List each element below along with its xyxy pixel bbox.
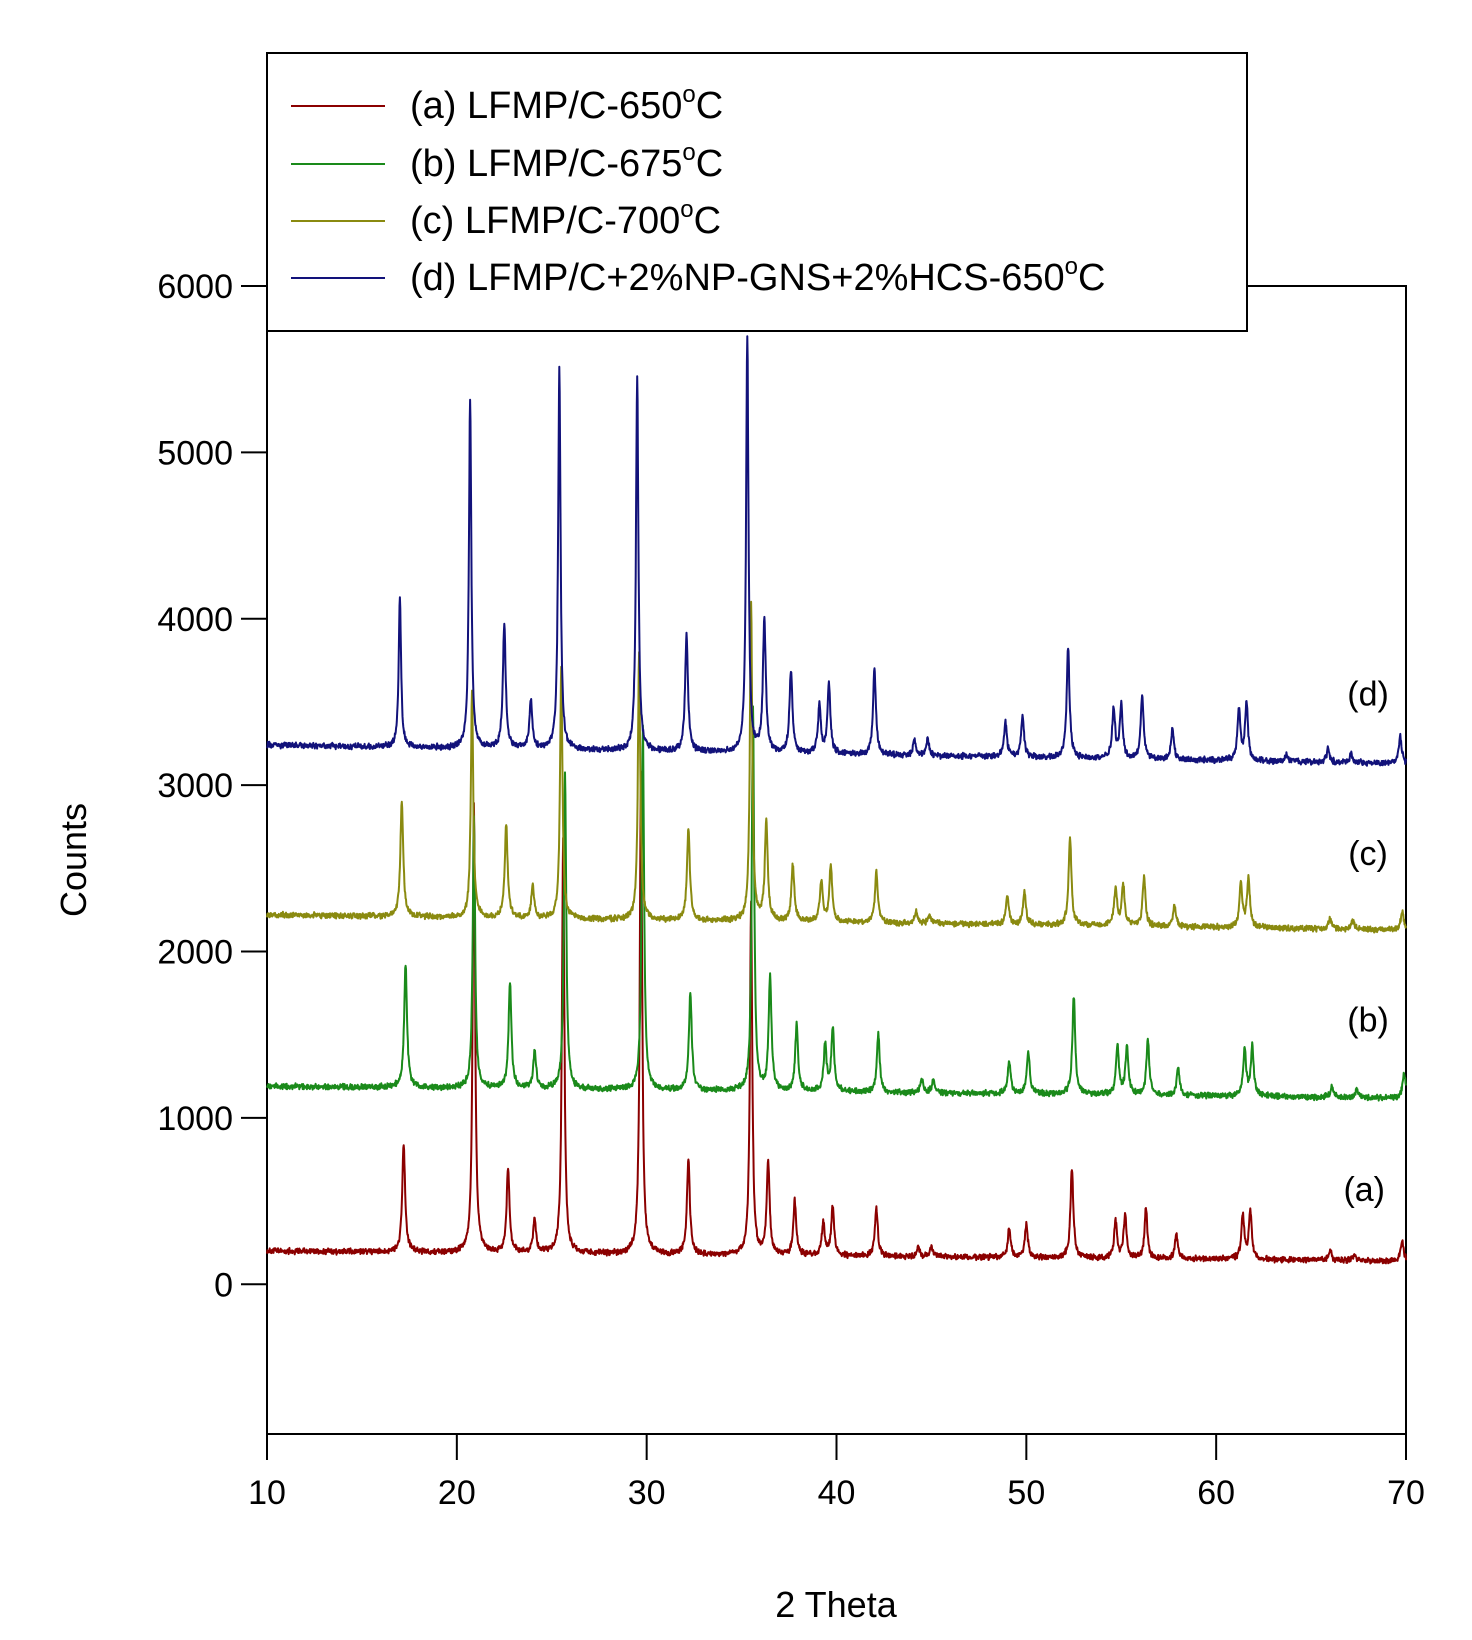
series-curves [266, 335, 1407, 1265]
x-tick-label: 40 [818, 1474, 856, 1512]
legend-box [266, 52, 1248, 332]
series-line-d [266, 335, 1407, 767]
legend-entry-c: (c) LFMP/C-700oC [410, 196, 721, 242]
x-axis-title: 2 Theta [775, 1584, 897, 1625]
series-line-b [266, 705, 1407, 1102]
x-axis: 10 20 30 40 50 60 70 [248, 1434, 1425, 1512]
curve-labels: (a) (b) (c) (d) [1343, 675, 1388, 1209]
curve-label-a: (a) [1343, 1171, 1385, 1209]
x-tick-label: 10 [248, 1474, 286, 1512]
legend-entry-b: (b) LFMP/C-675oC [410, 139, 723, 185]
x-tick-label: 60 [1197, 1474, 1235, 1512]
legend-entry-a: (a) LFMP/C-650oC [410, 81, 723, 127]
y-tick-label: 5000 [157, 434, 233, 472]
x-tick-label: 30 [628, 1474, 666, 1512]
y-tick-label: 2000 [157, 934, 233, 972]
y-tick-label: 1000 [157, 1100, 233, 1138]
plot-frame [266, 285, 1407, 1435]
x-tick-label: 20 [438, 1474, 476, 1512]
y-tick-label: 4000 [157, 601, 233, 639]
x-tick-label: 70 [1387, 1474, 1425, 1512]
legend: (a) LFMP/C-650oC (b) LFMP/C-675oC (c) LFMP… [266, 52, 1248, 332]
curve-label-b: (b) [1347, 1001, 1389, 1039]
series-line-c [266, 600, 1407, 934]
y-axis-title: Counts [53, 803, 94, 917]
y-axis: 0 1000 2000 3000 4000 5000 6000 [157, 268, 267, 1304]
series-line-a [266, 770, 1407, 1265]
y-tick-label: 3000 [157, 767, 233, 805]
curve-label-d: (d) [1347, 675, 1389, 713]
x-tick-label: 50 [1007, 1474, 1045, 1512]
y-tick-label: 0 [214, 1266, 233, 1304]
y-tick-label: 6000 [157, 268, 233, 306]
curve-label-c: (c) [1348, 835, 1388, 873]
legend-entry-d: (d) LFMP/C+2%NP-GNS+2%HCS-650oC [410, 253, 1105, 299]
